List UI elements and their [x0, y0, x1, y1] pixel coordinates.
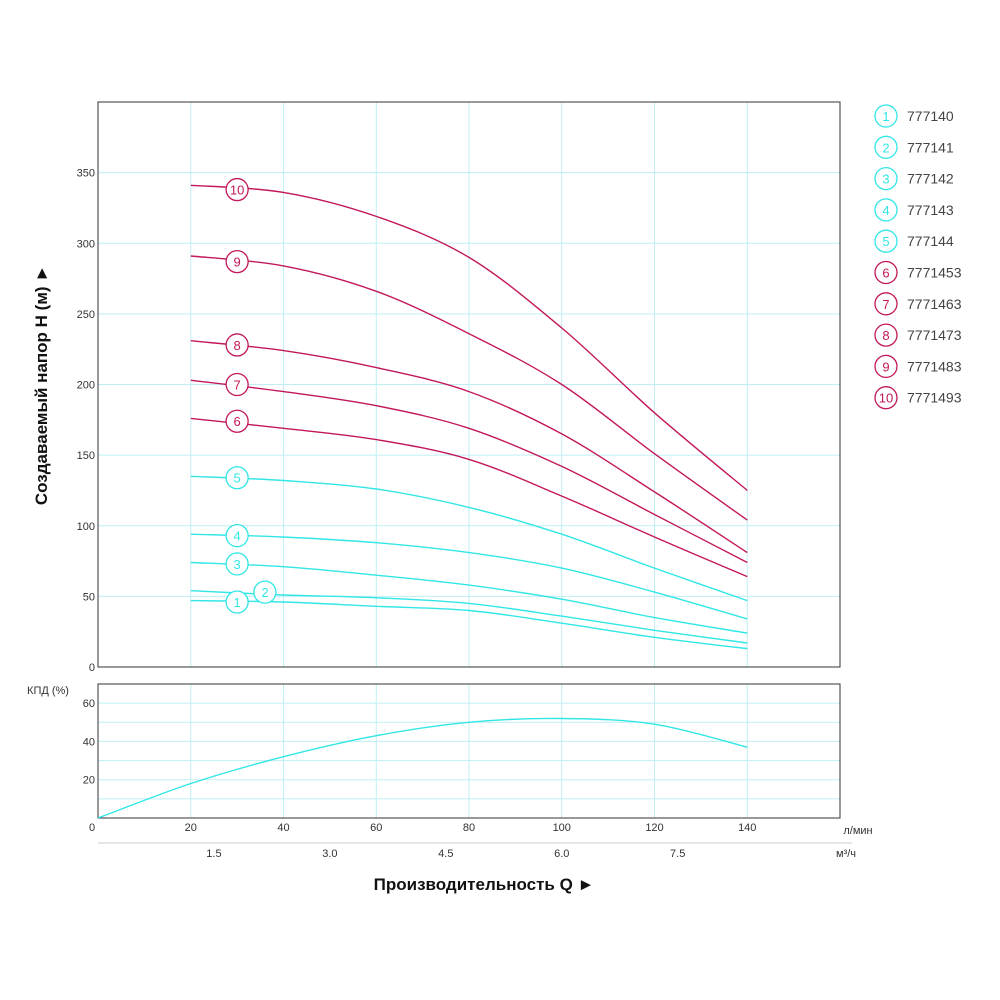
legend-badge-label-4: 4: [882, 203, 889, 218]
head-y-tick-label: 300: [77, 238, 95, 250]
x-unit-label: л/мин: [843, 825, 872, 837]
legend-badge-10: [874, 386, 898, 410]
head-plot-frame: [97, 101, 841, 668]
legend-badge-1: [874, 104, 898, 128]
x2-tick-label: 4.5: [438, 848, 453, 860]
legend-entry-7771483: 7771483: [907, 358, 962, 374]
legend-badge-label-9: 9: [882, 359, 889, 374]
head-y-tick-label: 150: [77, 450, 95, 462]
legend-badge-label-10: 10: [879, 391, 893, 406]
curve-badge-7: [225, 372, 249, 397]
legend-badge-8: [874, 323, 898, 347]
legend-badge-label-6: 6: [882, 266, 889, 281]
x2-tick-label: 7.5: [670, 848, 685, 860]
x-tick-label: 20: [185, 822, 197, 834]
legend-entry-777141: 777141: [907, 139, 954, 155]
head-curve-7771483: [190, 255, 748, 521]
legend-entry-7771453: 7771453: [907, 265, 962, 281]
efficiency-curve: [97, 717, 748, 819]
curve-badge-10: [225, 177, 249, 202]
legend-badge-3: [874, 166, 898, 191]
x2-unit-label: м³/ч: [836, 848, 856, 860]
legend-entry-7771473: 7771473: [907, 327, 962, 343]
legend: 1 777140 2 777141 3 777142 4 777143 5 777144 6 7771…: [874, 104, 962, 410]
curve-badge-4: [225, 523, 249, 548]
legend-badge-7: [874, 292, 898, 316]
curve-badge-5: [225, 466, 249, 490]
curve-badge-8: [225, 333, 249, 357]
efficiency-curves: [97, 717, 748, 819]
head-y-tick-label: 0: [89, 662, 95, 674]
curve-badge-label-10: 10: [230, 183, 244, 198]
legend-entry-777142: 777142: [907, 171, 954, 187]
legend-entry-777144: 777144: [907, 233, 954, 249]
legend-badge-label-3: 3: [882, 172, 889, 187]
eff-plot-frame: [97, 683, 841, 819]
legend-badge-label-8: 8: [882, 328, 889, 343]
legend-badge-5: [874, 229, 898, 253]
head-curve-777142: [190, 561, 748, 634]
x-tick-label: 120: [645, 822, 663, 834]
x-tick-label: 40: [277, 822, 289, 834]
head-curve-777140: [190, 599, 748, 650]
curve-badge-2: [253, 580, 277, 604]
head-y-tick-label: 350: [77, 168, 95, 180]
head-y-tick-label: 200: [77, 380, 95, 392]
efficiency-chart-grid: [97, 683, 852, 844]
head-curve-7771473: [190, 340, 748, 554]
curve-badge-6: [225, 409, 249, 433]
head-curves: [190, 184, 748, 650]
curve-badge-label-2: 2: [261, 585, 268, 600]
curve-badge-1: [225, 590, 249, 614]
head-curve-7771463: [190, 379, 748, 564]
x-tick-label: 60: [370, 822, 382, 834]
curve-badge-9: [225, 249, 249, 274]
legend-badge-label-2: 2: [882, 140, 889, 155]
x2-tick-label: 3.0: [322, 848, 337, 860]
x-tick-label: 0: [89, 822, 95, 834]
axis-ticks: 0 50 100 150 200 250 300 350 20 40 60 0 20 40 60 80 100 1…: [77, 168, 757, 860]
x-tick-label: 80: [463, 822, 475, 834]
curve-badge-label-4: 4: [234, 529, 241, 544]
eff-y-tick-label: 60: [83, 698, 95, 710]
x-tick-label: 100: [553, 822, 571, 834]
curve-badge-label-1: 1: [234, 595, 241, 610]
x2-tick-label: 1.5: [206, 848, 221, 860]
efficiency-axis-title: КПД (%): [27, 685, 69, 697]
eff-y-tick-label: 20: [83, 775, 95, 787]
head-y-tick-label: 50: [83, 591, 95, 603]
eff-y-tick-label: 40: [83, 736, 95, 748]
legend-entry-777143: 777143: [907, 202, 954, 218]
x2-tick-label: 6.0: [554, 848, 569, 860]
x-axis-title: Производительность Q ►: [374, 875, 595, 894]
curve-badge-label-5: 5: [234, 471, 241, 486]
head-y-tick-label: 100: [77, 521, 95, 533]
x-tick-label: 140: [738, 822, 756, 834]
head-curve-7771493: [190, 184, 748, 491]
head-curve-777141: [190, 590, 748, 644]
head-axis-title: Создаваемый напор H (м) ►: [32, 265, 51, 505]
legend-badge-label-1: 1: [882, 109, 889, 124]
legend-badge-label-7: 7: [882, 297, 889, 312]
curve-badge-label-6: 6: [234, 414, 241, 429]
legend-badge-label-5: 5: [882, 234, 889, 249]
curve-badges: 1 2 3 4 5 6 7 8 9 10: [225, 177, 277, 614]
curve-badge-label-9: 9: [234, 255, 241, 270]
legend-badge-9: [874, 354, 898, 379]
legend-entry-7771463: 7771463: [907, 296, 962, 312]
curve-badge-3: [225, 552, 249, 576]
legend-badge-4: [874, 198, 898, 222]
legend-badge-6: [874, 260, 898, 285]
head-curve-7771453: [190, 417, 748, 578]
legend-entry-7771493: 7771493: [907, 390, 962, 406]
curve-badge-label-8: 8: [234, 338, 241, 353]
legend-entry-777140: 777140: [907, 108, 954, 124]
head-curve-777144: [190, 475, 748, 602]
curve-badge-label-3: 3: [234, 557, 241, 572]
curve-badge-label-7: 7: [234, 378, 241, 393]
legend-badge-2: [874, 135, 898, 159]
head-curve-777143: [190, 533, 748, 620]
head-y-tick-label: 250: [77, 309, 95, 321]
